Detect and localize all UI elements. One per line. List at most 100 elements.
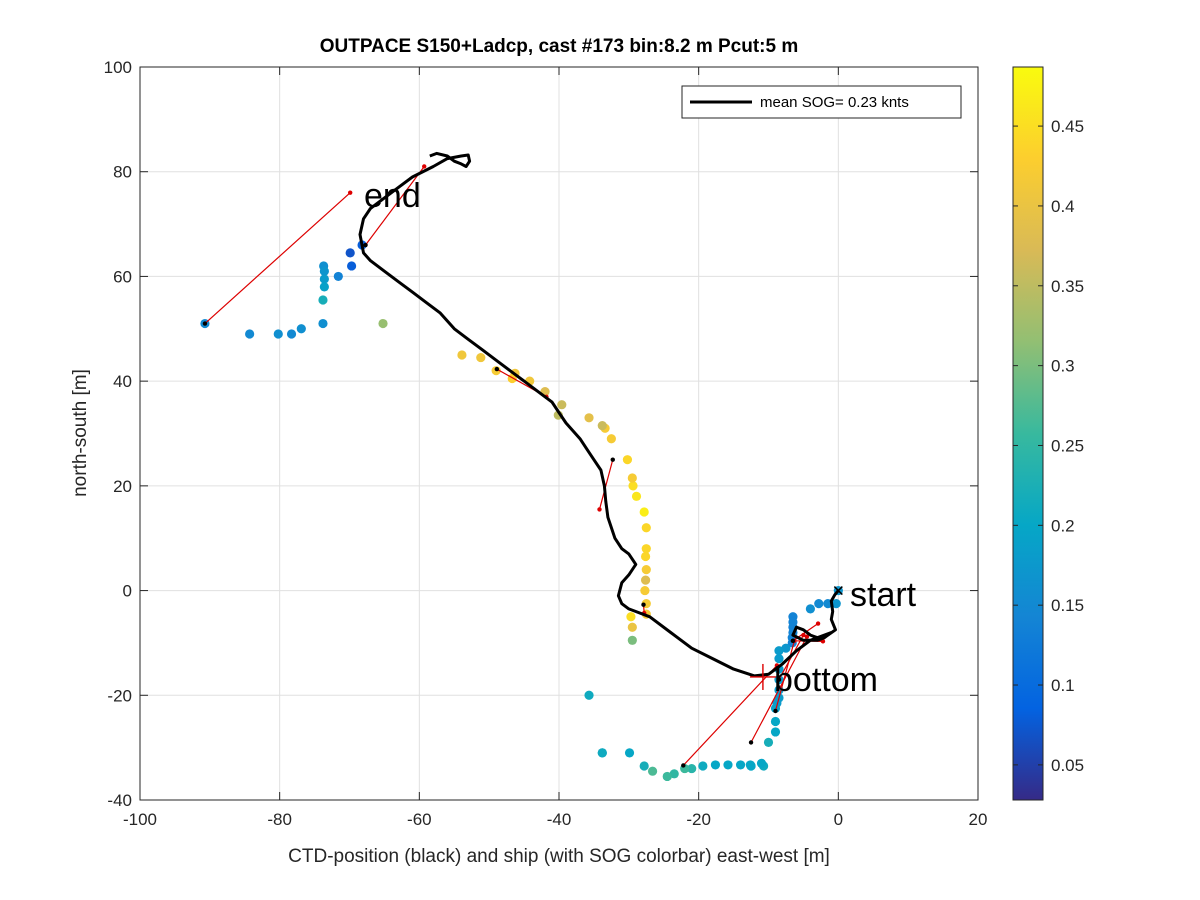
x-tick-label: -80 [267, 810, 292, 829]
ship-point [831, 599, 841, 609]
colorbar-tick-label: 0.2 [1051, 516, 1075, 535]
grid-lines [140, 67, 978, 800]
ship-end-dot [776, 677, 782, 682]
ship-end-dot [748, 740, 754, 745]
ctd-end-dot [815, 621, 821, 626]
ship-point [647, 766, 658, 776]
ship-point [318, 295, 328, 305]
colorbar: 0.05 0.1 0.15 0.2 0.25 0.3 0.35 0.4 0.45 [1012, 66, 1084, 801]
ship-point [333, 271, 343, 282]
ship-end-dot [363, 242, 368, 248]
colorbar-tick-label: 0.05 [1051, 756, 1084, 775]
ship-point [770, 703, 781, 713]
ship-point [805, 604, 816, 614]
ship-point [627, 635, 637, 645]
x-tick-label: 0 [834, 810, 843, 829]
y-tick-label: 80 [113, 163, 132, 182]
ship-point [319, 274, 329, 284]
ship-point [770, 716, 781, 727]
ship-point [628, 481, 638, 491]
start-mark-b [833, 586, 843, 596]
y-tick-label: -40 [107, 791, 132, 810]
ship-end-dot [790, 638, 796, 644]
ship-end-dot [641, 602, 646, 607]
ship-point [557, 400, 567, 410]
ship-point [662, 771, 672, 782]
ship-point [756, 758, 767, 768]
ship-point [627, 622, 637, 632]
ship-point [770, 727, 781, 737]
ship-end-dot [610, 457, 615, 462]
ship-point [622, 455, 633, 465]
annotation-end: end [364, 177, 421, 215]
x-tick-label: -40 [547, 810, 572, 829]
chart-title: OUTPACE S150+Ladcp, cast #173 bin:8.2 m … [320, 36, 799, 57]
ship-point [606, 434, 616, 444]
ship-point [626, 612, 636, 622]
ship-point [640, 551, 651, 562]
connection-line [682, 665, 778, 766]
ship-point [627, 473, 637, 483]
ship-point [763, 737, 774, 748]
ship-point [457, 350, 467, 360]
ship-point [631, 491, 642, 501]
colorbar-ticks: 0.05 0.1 0.15 0.2 0.25 0.3 0.35 0.4 0.45 [1013, 117, 1084, 775]
x-axis-label: CTD-position (black) and ship (with SOG … [288, 846, 830, 867]
ship-point [640, 575, 651, 585]
ship-end-dot [681, 763, 686, 768]
connection-line [204, 192, 351, 324]
ship-point [584, 690, 594, 700]
ship-point [273, 329, 283, 339]
ship-end-dot [773, 708, 778, 714]
connection-line [750, 636, 808, 743]
ship-point [641, 565, 651, 575]
y-tick-label: 60 [113, 267, 132, 286]
ship-point [735, 760, 746, 770]
ship-point [641, 544, 651, 554]
x-tick-label: -60 [407, 810, 432, 829]
colorbar-tick-label: 0.25 [1051, 436, 1084, 455]
ship-point [378, 318, 388, 329]
ctd-end-dot [422, 164, 427, 169]
y-axis-ticks: -40 -20 0 20 40 60 80 100 [104, 58, 978, 810]
annotations: start bottom end [364, 177, 917, 699]
ship-point [710, 760, 721, 770]
ctd-end-dot [804, 634, 810, 639]
ship-point [639, 507, 649, 517]
ship-end-dot [202, 321, 208, 326]
ship-point [597, 421, 607, 431]
legend-entry: mean SOG= 0.23 knts [760, 94, 909, 111]
ship-end-dot [494, 366, 500, 372]
ship-point [640, 585, 650, 596]
ship-point [698, 761, 708, 771]
x-tick-label: 20 [969, 810, 988, 829]
legend: mean SOG= 0.23 knts [681, 85, 962, 119]
x-tick-label: -20 [686, 810, 711, 829]
ship-point [318, 318, 328, 329]
y-tick-label: 100 [104, 58, 132, 77]
x-axis-ticks: -100 -80 -60 -40 -20 0 20 [123, 67, 987, 829]
ship-point [624, 748, 635, 758]
colorbar-tick-label: 0.1 [1051, 676, 1075, 695]
ship-point [296, 324, 306, 334]
ctd-end-dot [597, 507, 602, 512]
colorbar-tick-label: 0.15 [1051, 596, 1084, 615]
ship-point [245, 329, 255, 339]
ship-point [319, 266, 329, 276]
connection-line [598, 459, 614, 510]
colorbar-tick-label: 0.4 [1051, 197, 1075, 216]
ship-point [345, 248, 355, 258]
ship-point [723, 760, 733, 770]
annotation-bottom: bottom [774, 661, 878, 699]
colorbar-tick-label: 0.3 [1051, 357, 1075, 376]
colorbar-tick-label: 0.45 [1051, 117, 1084, 136]
y-tick-label: 20 [113, 477, 132, 496]
ship-point [774, 654, 784, 664]
ship-point [639, 761, 649, 771]
connection-line [774, 640, 795, 712]
y-axis-label: north-south [m] [70, 369, 91, 497]
ship-point [687, 763, 697, 774]
y-tick-label: -20 [107, 686, 132, 705]
markers [749, 586, 843, 690]
x-tick-label: -100 [123, 810, 157, 829]
